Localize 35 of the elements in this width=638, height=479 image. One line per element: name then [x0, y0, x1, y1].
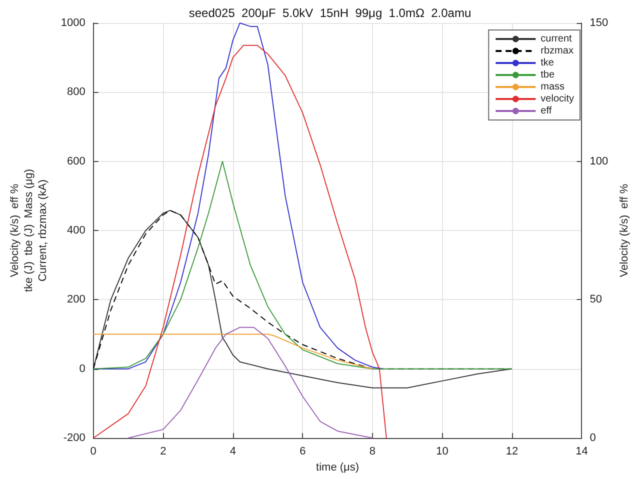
line-series [92, 22, 384, 370]
x-tick-label: 14 [576, 446, 588, 458]
line-series [92, 44, 387, 438]
y-tick-label: 0 [79, 362, 86, 375]
x-tick-label: 0 [90, 446, 96, 458]
x-tick-label: 6 [300, 446, 306, 458]
y-tick-label: 800 [67, 86, 86, 98]
line-series [92, 160, 512, 370]
legend-label: tbe [540, 70, 555, 80]
x-axis-title: time (μs) [316, 462, 360, 474]
y2-axis-title: Velocity (k/s) eff % [618, 184, 630, 278]
y2-tick-label: 100 [590, 155, 608, 168]
x-tick-label: 12 [506, 446, 518, 458]
y2-tick-label: 150 [590, 17, 608, 29]
legend-label: current [540, 34, 572, 44]
y-tick-label: 400 [67, 224, 86, 236]
x-tick-label: 4 [230, 446, 236, 458]
x-tick-label: 8 [369, 446, 376, 458]
y-tick-label: 200 [67, 294, 86, 306]
line-series [128, 326, 373, 438]
y2-tick-label: 0 [590, 432, 596, 444]
legend-label: eff [540, 106, 552, 116]
y-tick-label: 1000 [60, 17, 86, 29]
chart-title: seed025 200μF 5.0kV 15nH 99μg 1.0mΩ 2.0amu [188, 6, 472, 20]
legend-label: mass [540, 82, 565, 92]
legend-label: rbzmax [540, 46, 574, 56]
y-axis-title: Velocity (k/s) eff % tke (J) tbe (J) Mass (μg) Current, rbzmax (kA) [9, 168, 49, 292]
x-tick-label: 2 [160, 446, 166, 458]
y-tick-label: 600 [67, 155, 86, 168]
line-series [92, 334, 373, 370]
y-tick-label: -200 [63, 432, 86, 444]
x-tick-label: 10 [436, 446, 448, 458]
y2-tick-label: 50 [590, 294, 602, 306]
legend-label: velocity [540, 94, 574, 104]
legend-label: tke [540, 58, 554, 68]
